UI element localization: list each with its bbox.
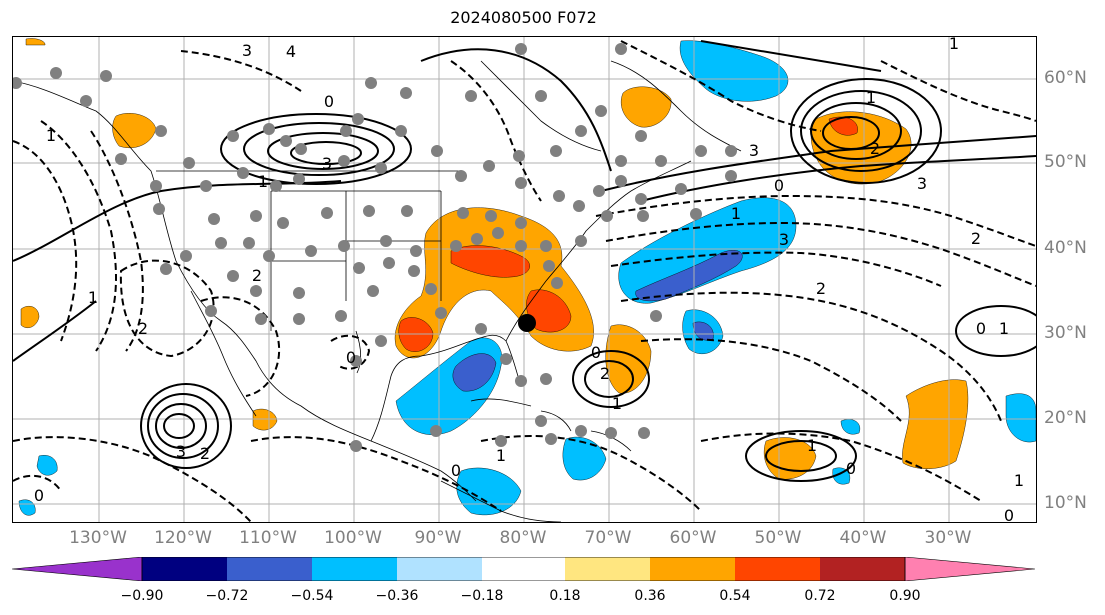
colorbar-tick: 0.54 (719, 588, 751, 604)
contour-label: 1 (612, 394, 622, 413)
colorbar (12, 557, 1035, 581)
colorbar-swatch (482, 557, 565, 581)
lon-label: 90°W (414, 528, 462, 548)
contour-label: 1 (949, 37, 959, 53)
lat-label: 50°N (1044, 152, 1087, 172)
contour-label: 3 (242, 41, 252, 60)
positive-contours (13, 40, 1036, 482)
contour-label: 3 (779, 230, 789, 249)
lon-label: 120°W (154, 528, 212, 548)
lon-label: 30°W (924, 528, 972, 548)
contour-label: 2 (252, 266, 262, 285)
contour-label: 2 (870, 139, 880, 158)
colorbar-tick: −0.36 (375, 588, 419, 604)
colorbar-swatch (904, 557, 1035, 581)
contour-label: 1 (46, 126, 56, 145)
contour-label: 1 (258, 172, 268, 191)
contour-label: 3 (322, 154, 332, 173)
contour-label: 2 (816, 279, 826, 298)
colorbar-swatch (650, 557, 735, 581)
map-panel: 3 4 0 3 1 1 2 2 2 3 1 2 1 1 0 0 0 1 3 2 … (12, 36, 1037, 523)
contour-label: 0 (346, 348, 356, 367)
colorbar-swatch (142, 557, 227, 581)
contour-label: 0 (774, 176, 784, 195)
contour-label: 0 (846, 459, 856, 478)
colorbar-swatch (12, 557, 143, 581)
colorbar-tick: 0.36 (634, 588, 666, 604)
contour-labels: 3 4 0 3 1 1 2 2 2 3 1 2 1 1 0 0 0 1 3 2 … (34, 37, 1024, 522)
contour-label: 2 (600, 364, 610, 383)
forecast-map: 3 4 0 3 1 1 2 2 2 3 1 2 1 1 0 0 0 1 3 2 … (13, 37, 1036, 522)
lon-label: 50°W (754, 528, 802, 548)
contour-label: 0 (1004, 506, 1014, 522)
contour-label: 4 (286, 42, 296, 61)
colorbar-tick: 0.72 (804, 588, 836, 604)
contour-label: 2 (138, 319, 148, 338)
lon-label: 60°W (669, 528, 717, 548)
target-location-marker (518, 314, 536, 332)
contour-label: 1 (866, 88, 876, 107)
lat-label: 30°N (1044, 323, 1087, 343)
contour-label: 0 (324, 92, 334, 111)
colorbar-swatch (227, 557, 312, 581)
contour-label: 2 (200, 444, 210, 463)
colorbar-tick: 0.18 (549, 588, 581, 604)
lon-label: 130°W (69, 528, 127, 548)
contour-label: 1 (88, 288, 98, 307)
contour-label: 2 (971, 229, 981, 248)
colorbar-swatch (312, 557, 397, 581)
lat-label: 20°N (1044, 408, 1087, 428)
lon-label: 40°W (839, 528, 887, 548)
colorbar-swatch (820, 557, 905, 581)
contour-label: 0 (591, 343, 601, 362)
colorbar-tick: −0.90 (120, 588, 164, 604)
lat-label: 40°N (1044, 238, 1087, 258)
contour-label: 1 (1014, 471, 1024, 490)
colorbar-tick: −0.18 (460, 588, 504, 604)
contour-label: 3 (749, 141, 759, 160)
contour-label: 1 (731, 204, 741, 223)
contour-label: 0 (451, 461, 461, 480)
map-title: 2024080500 F072 (450, 8, 597, 27)
colorbar-tick: −0.54 (290, 588, 334, 604)
colorbar-tick: 0.90 (889, 588, 921, 604)
colorbar-tick: −0.72 (205, 588, 249, 604)
lon-label: 100°W (324, 528, 382, 548)
contour-label: 0 (976, 319, 986, 338)
contour-label: 0 (34, 486, 44, 505)
lat-label: 10°N (1044, 493, 1087, 513)
lon-label: 80°W (499, 528, 547, 548)
lat-label: 60°N (1044, 68, 1087, 88)
contour-label: 1 (807, 436, 817, 455)
lon-label: 110°W (239, 528, 297, 548)
contour-label: 3 (176, 442, 186, 461)
negative-contours (13, 40, 1036, 522)
colorbar-swatch (397, 557, 482, 581)
contour-label: 1 (496, 446, 506, 465)
contour-label: 1 (999, 319, 1009, 338)
colorbar-swatch (735, 557, 820, 581)
colorbar-swatch (565, 557, 650, 581)
graticule (13, 37, 1036, 522)
lon-label: 70°W (584, 528, 632, 548)
station-markers (13, 43, 737, 452)
contour-label: 3 (917, 174, 927, 193)
